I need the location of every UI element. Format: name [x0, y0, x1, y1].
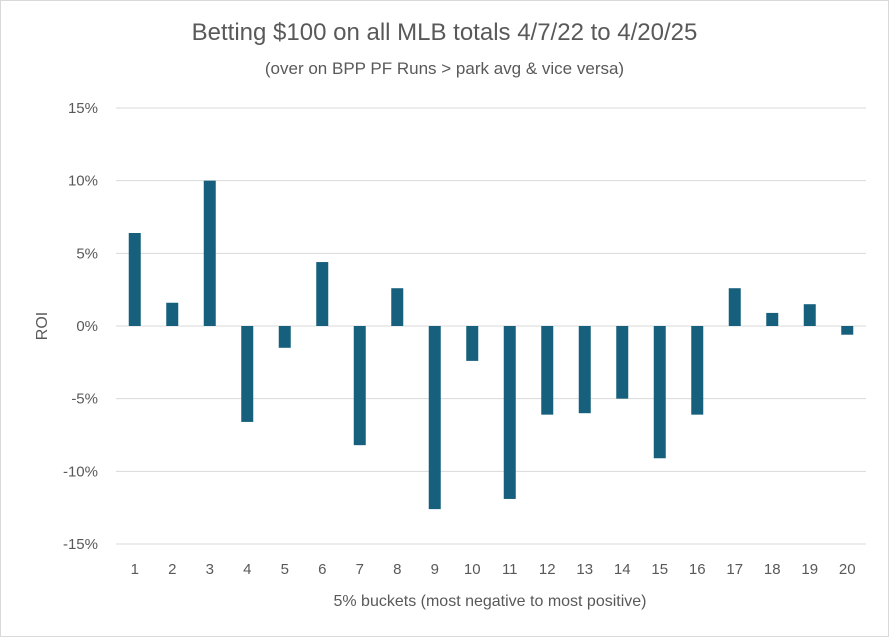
bar-17 [728, 288, 741, 326]
y-tick-label: 15% [68, 100, 98, 117]
x-tick-label: 18 [764, 561, 781, 578]
bar-9 [428, 326, 441, 510]
bar-1 [128, 232, 141, 326]
bar-4 [241, 326, 254, 422]
x-tick-label: 13 [576, 561, 593, 578]
x-tick-label: 15 [651, 561, 668, 578]
bar-20 [841, 326, 854, 335]
y-tick-label: -15% [63, 536, 98, 553]
bar-3 [203, 180, 216, 326]
x-tick-label: 11 [502, 561, 518, 578]
chart-title: Betting $100 on all MLB totals 4/7/22 to… [191, 19, 698, 46]
x-tick-label: 5 [281, 561, 289, 578]
bar-8 [391, 288, 404, 326]
x-tick-label: 6 [318, 561, 326, 578]
x-tick-labels: 1 2 3 4 5 6 7 8 9 10 11 12 13 14 15 16 17 18 19 20 [131, 561, 856, 578]
gridlines [116, 107, 866, 545]
y-tick-labels: 15% 10% 5% 0% -5% -10% -15% [63, 100, 98, 553]
bar-13 [578, 326, 591, 414]
bar-19 [803, 304, 816, 326]
x-tick-label: 12 [539, 561, 556, 578]
bar-16 [691, 326, 704, 415]
chart-subtitle: (over on BPP PF Runs > park avg & vice v… [264, 59, 625, 78]
y-tick-label: 10% [68, 173, 98, 190]
y-tick-label: -10% [63, 463, 98, 480]
x-tick-label: 9 [431, 561, 439, 578]
x-tick-label: 4 [243, 561, 251, 578]
bar-18 [766, 312, 779, 326]
bar-15 [653, 326, 666, 459]
x-tick-label: 7 [356, 561, 364, 578]
bars [128, 180, 854, 510]
bar-10 [466, 326, 479, 361]
x-tick-label: 17 [726, 561, 743, 578]
bar-14 [616, 326, 629, 399]
x-tick-label: 1 [131, 561, 139, 578]
bar-2 [166, 302, 179, 326]
bar-11 [503, 326, 516, 499]
y-tick-label: -5% [71, 391, 98, 408]
y-tick-label: 0% [76, 318, 98, 335]
bar-7 [353, 326, 366, 446]
bar-6 [316, 262, 329, 326]
bar-12 [541, 326, 554, 415]
bar-5 [278, 326, 291, 348]
y-axis-label: ROI [34, 312, 51, 340]
x-tick-label: 3 [206, 561, 214, 578]
x-tick-label: 19 [801, 561, 818, 578]
x-tick-label: 20 [839, 561, 856, 578]
x-tick-label: 16 [689, 561, 706, 578]
y-tick-label: 5% [76, 245, 98, 262]
x-axis-label: 5% buckets (most negative to most positi… [333, 593, 646, 610]
x-tick-label: 8 [393, 561, 401, 578]
x-tick-label: 10 [464, 561, 481, 578]
x-tick-label: 2 [168, 561, 176, 578]
x-tick-label: 14 [614, 561, 631, 578]
